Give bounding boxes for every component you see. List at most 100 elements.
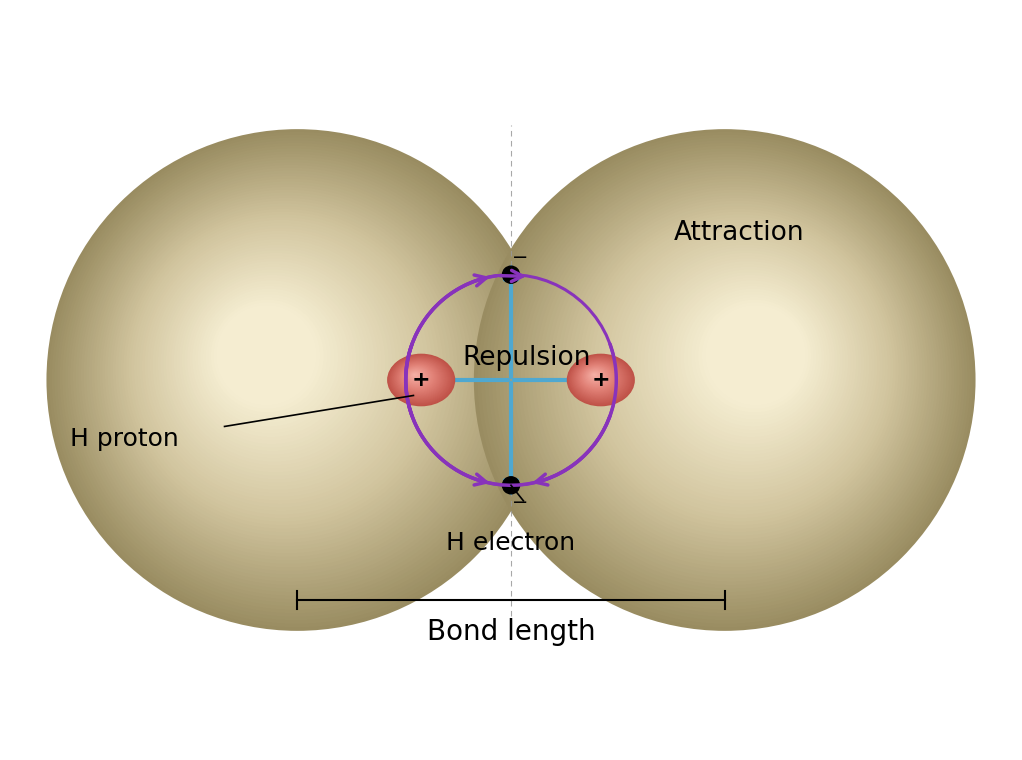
Ellipse shape xyxy=(579,364,615,391)
Circle shape xyxy=(187,275,357,444)
Circle shape xyxy=(126,211,439,525)
Circle shape xyxy=(688,291,819,423)
Circle shape xyxy=(200,289,338,426)
Circle shape xyxy=(152,239,404,490)
Ellipse shape xyxy=(588,369,604,382)
Ellipse shape xyxy=(574,359,623,397)
Ellipse shape xyxy=(412,372,418,378)
Ellipse shape xyxy=(577,362,618,394)
Circle shape xyxy=(630,247,862,480)
Circle shape xyxy=(503,151,955,603)
Ellipse shape xyxy=(571,357,628,401)
Circle shape xyxy=(253,344,266,356)
Circle shape xyxy=(695,297,814,416)
Circle shape xyxy=(92,176,486,571)
Text: Repulsion: Repulsion xyxy=(462,345,591,372)
Ellipse shape xyxy=(584,366,610,388)
Circle shape xyxy=(677,283,827,433)
Circle shape xyxy=(222,311,310,398)
Circle shape xyxy=(65,148,523,606)
Circle shape xyxy=(160,247,392,480)
Circle shape xyxy=(115,201,454,540)
Circle shape xyxy=(564,198,910,543)
Ellipse shape xyxy=(411,372,419,378)
Ellipse shape xyxy=(567,354,634,406)
Circle shape xyxy=(583,211,896,525)
Circle shape xyxy=(232,321,294,385)
Ellipse shape xyxy=(401,364,434,391)
Ellipse shape xyxy=(392,358,447,400)
Ellipse shape xyxy=(577,362,619,394)
Circle shape xyxy=(481,135,970,624)
Circle shape xyxy=(59,143,530,613)
Circle shape xyxy=(227,316,303,391)
Circle shape xyxy=(102,187,472,557)
Circle shape xyxy=(86,170,494,578)
Circle shape xyxy=(256,347,263,353)
Ellipse shape xyxy=(571,357,629,401)
Circle shape xyxy=(477,132,973,627)
Ellipse shape xyxy=(569,355,632,404)
Ellipse shape xyxy=(408,369,424,382)
Circle shape xyxy=(651,264,845,458)
Circle shape xyxy=(197,286,341,430)
Text: H electron: H electron xyxy=(446,530,575,555)
Circle shape xyxy=(147,233,411,497)
Circle shape xyxy=(107,192,465,549)
Circle shape xyxy=(119,204,451,536)
Text: +: + xyxy=(592,370,610,390)
Ellipse shape xyxy=(399,363,437,393)
Circle shape xyxy=(499,148,957,606)
Circle shape xyxy=(205,294,331,420)
Circle shape xyxy=(177,264,371,458)
Circle shape xyxy=(248,338,273,363)
Circle shape xyxy=(219,308,313,402)
Circle shape xyxy=(546,184,923,560)
Circle shape xyxy=(578,209,898,529)
Circle shape xyxy=(557,192,915,549)
Ellipse shape xyxy=(575,360,622,397)
Ellipse shape xyxy=(586,368,607,385)
Ellipse shape xyxy=(593,374,596,376)
Circle shape xyxy=(528,170,936,578)
Ellipse shape xyxy=(582,365,613,390)
Circle shape xyxy=(568,201,907,540)
Text: −: − xyxy=(512,492,528,511)
Ellipse shape xyxy=(583,366,611,388)
Circle shape xyxy=(644,258,851,465)
Circle shape xyxy=(208,297,327,416)
Ellipse shape xyxy=(396,360,442,396)
Ellipse shape xyxy=(402,366,432,389)
Ellipse shape xyxy=(393,359,446,399)
Circle shape xyxy=(131,217,432,518)
Circle shape xyxy=(554,189,917,553)
Ellipse shape xyxy=(589,371,602,381)
Ellipse shape xyxy=(410,372,420,379)
Circle shape xyxy=(474,129,976,631)
Ellipse shape xyxy=(405,367,428,386)
Circle shape xyxy=(561,195,912,546)
Circle shape xyxy=(76,160,508,592)
Ellipse shape xyxy=(398,362,439,394)
Circle shape xyxy=(110,195,461,546)
Ellipse shape xyxy=(587,369,605,384)
Ellipse shape xyxy=(573,359,625,399)
Ellipse shape xyxy=(585,367,608,386)
Circle shape xyxy=(52,135,541,624)
Text: Bond length: Bond length xyxy=(427,619,595,647)
Ellipse shape xyxy=(590,371,601,380)
Circle shape xyxy=(166,253,385,472)
Circle shape xyxy=(728,321,790,385)
Circle shape xyxy=(235,325,291,381)
Circle shape xyxy=(71,154,515,599)
Ellipse shape xyxy=(582,366,612,389)
Circle shape xyxy=(184,272,360,448)
Circle shape xyxy=(94,179,483,568)
Circle shape xyxy=(625,245,865,483)
Circle shape xyxy=(648,261,848,462)
Circle shape xyxy=(604,228,880,504)
Circle shape xyxy=(586,214,893,521)
Circle shape xyxy=(242,333,280,370)
Circle shape xyxy=(611,233,875,497)
Circle shape xyxy=(240,330,284,374)
